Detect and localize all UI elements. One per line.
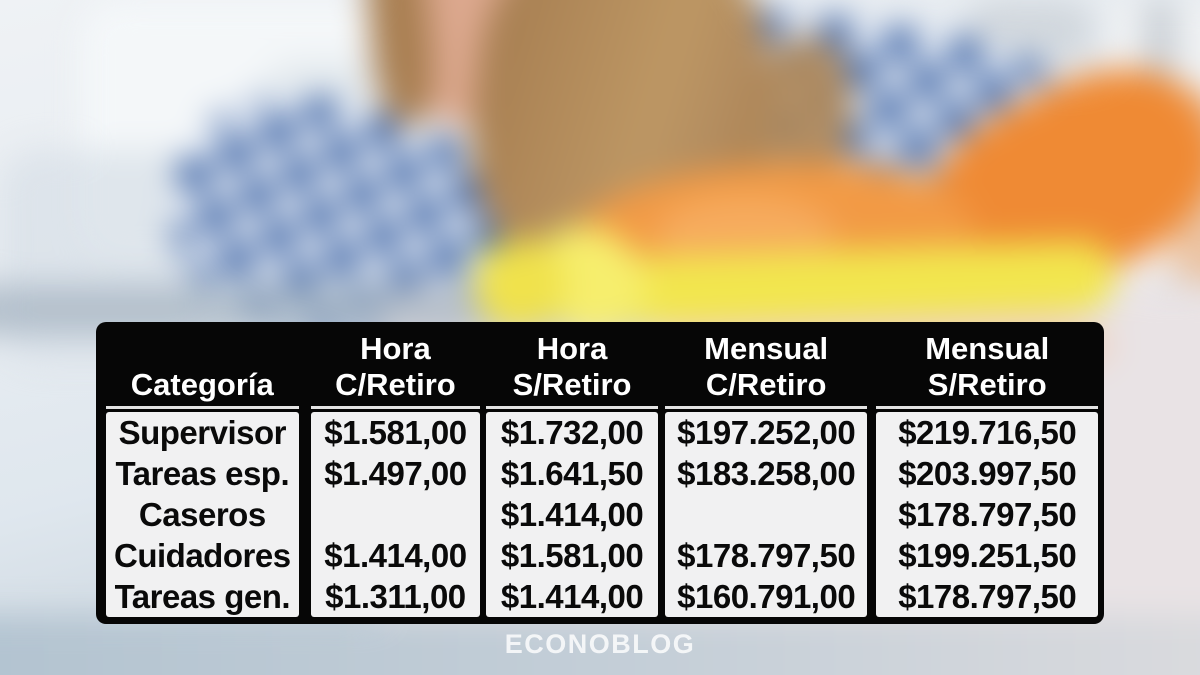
row-label: Caseros <box>138 495 266 533</box>
table-cell: $183.258,00 <box>677 454 856 492</box>
table-cell: $178.797,50 <box>677 536 856 574</box>
table-cell: $197.252,00 <box>677 413 856 451</box>
table-cell: $1.414,00 <box>500 577 644 615</box>
column-header-line: Mensual <box>925 331 1050 367</box>
column-header-line: Mensual <box>704 331 829 367</box>
salary-table-header: Categoría Hora C/Retiro Hora S/Retiro Mensual… <box>106 322 1098 409</box>
column-header-line: Hora <box>536 331 608 367</box>
row-label: Tareas gen. <box>114 577 291 615</box>
watermark-econoblog: ECONOBLOG <box>504 629 696 659</box>
row-label: Tareas esp. <box>115 454 290 492</box>
bottom-background-strip <box>0 615 1200 675</box>
column-header-line: S/Retiro <box>512 367 632 403</box>
table-cell: $1.414,00 <box>500 495 644 533</box>
table-cell: $199.251,50 <box>898 536 1077 574</box>
table-cell: $160.791,00 <box>677 577 856 615</box>
table-cell: $1.581,00 <box>500 536 644 574</box>
table-cell: $178.797,50 <box>898 495 1077 533</box>
column-header-line: C/Retiro <box>705 367 827 403</box>
column-header-0: Categoría <box>106 322 299 409</box>
column-header-3: Mensual C/Retiro <box>664 322 868 409</box>
table-cell: $219.716,50 <box>898 413 1077 451</box>
table-cell: $1.414,00 <box>324 536 467 574</box>
column-header-1: Hora C/Retiro <box>310 322 481 409</box>
yellow-cloth-corner <box>475 240 565 330</box>
table-cell <box>311 494 481 535</box>
column-header-line: Categoría <box>130 367 274 403</box>
table-cell: $1.641,50 <box>500 454 644 492</box>
column-header-2: Hora S/Retiro <box>486 322 658 409</box>
table-column-0: Supervisor Tareas esp. Caseros Cuidadores Ta… <box>106 412 299 617</box>
table-column-3: $197.252,00 $183.258,00 $178.797,50 $160.79… <box>664 412 868 617</box>
row-label: Supervisor <box>118 413 287 451</box>
table-column-1: $1.581,00 $1.497,00 $1.414,00 $1.311,00 <box>310 412 481 617</box>
table-column-4: $219.716,50 $203.997,50 $178.797,50 $199.25… <box>876 412 1098 617</box>
table-cell: $203.997,50 <box>898 454 1077 492</box>
table-cell: $178.797,50 <box>898 577 1077 615</box>
table-cell: $1.732,00 <box>500 413 644 451</box>
column-header-line: S/Retiro <box>927 367 1047 403</box>
salary-table-body: Supervisor Tareas esp. Caseros Cuidadores Ta… <box>106 412 1098 617</box>
column-header-line: Hora <box>360 331 431 367</box>
row-label: Cuidadores <box>114 536 291 574</box>
table-cell: $1.497,00 <box>324 454 467 492</box>
salary-table: Categoría Hora C/Retiro Hora S/Retiro Mensual… <box>96 322 1104 624</box>
column-header-line: C/Retiro <box>335 367 456 403</box>
table-cell <box>665 494 868 535</box>
table-cell: $1.581,00 <box>324 413 467 451</box>
table-cell: $1.311,00 <box>325 577 466 615</box>
table-column-2: $1.732,00 $1.641,50 $1.414,00 $1.581,00 $1.4… <box>486 412 658 617</box>
column-header-4: Mensual S/Retiro <box>876 322 1098 409</box>
